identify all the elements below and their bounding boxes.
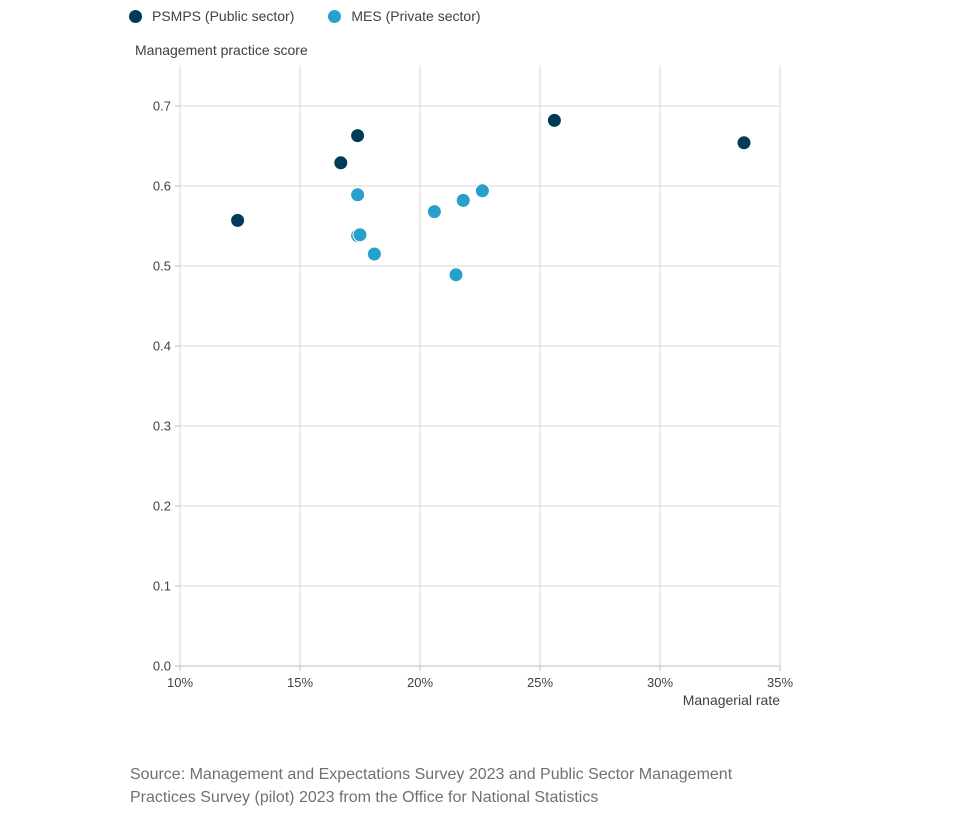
mes-point xyxy=(350,187,366,203)
psmps-point xyxy=(333,155,349,171)
mes-point xyxy=(426,204,442,220)
y-tick-label: 0.4 xyxy=(153,339,171,354)
x-tick-label: 10% xyxy=(167,675,193,690)
y-tick-label: 0.7 xyxy=(153,99,171,114)
legend-label-psmps: PSMPS (Public sector) xyxy=(152,8,295,24)
psmps-point xyxy=(350,128,366,144)
x-tick-label: 20% xyxy=(407,675,433,690)
mes-point xyxy=(448,267,464,283)
x-tick-label: 35% xyxy=(767,675,793,690)
legend-item-mes: MES (Private sector) xyxy=(328,8,481,24)
psmps-point xyxy=(546,112,562,128)
x-axis-label: Managerial rate xyxy=(682,692,780,708)
y-tick-label: 0.5 xyxy=(153,259,171,274)
source-note: Source: Management and Expectations Surv… xyxy=(130,766,733,806)
y-tick-label: 0.3 xyxy=(153,419,171,434)
mes-point xyxy=(455,192,471,208)
psmps-point xyxy=(230,212,246,228)
y-tick-label: 0.6 xyxy=(153,179,171,194)
y-tick-label: 0.0 xyxy=(153,659,171,674)
mes-point xyxy=(352,227,368,243)
mes-point xyxy=(474,183,490,199)
y-tick-label: 0.1 xyxy=(153,579,171,594)
scatter-chart: PSMPS (Public sector) MES (Private secto… xyxy=(129,8,793,708)
x-tick-label: 25% xyxy=(527,675,553,690)
legend-item-psmps: PSMPS (Public sector) xyxy=(129,8,294,24)
y-axis-label: Management practice score xyxy=(135,42,308,58)
legend-swatch-psmps xyxy=(129,9,142,23)
legend-swatch-mes xyxy=(328,9,342,23)
mes-point xyxy=(366,246,382,262)
y-tick-label: 0.2 xyxy=(153,499,171,514)
psmps-point xyxy=(736,135,752,151)
x-tick-label: 15% xyxy=(287,675,313,690)
x-tick-label: 30% xyxy=(647,675,673,690)
legend-label-mes: MES (Private sector) xyxy=(351,8,481,24)
plot-area: 10% 15% 20% 25% 30% 35% 0.0 0.1 0.2 0.3 0.4 0.5 0.6 0… xyxy=(153,65,793,690)
chart-legend: PSMPS (Public sector) MES (Private secto… xyxy=(129,8,481,24)
